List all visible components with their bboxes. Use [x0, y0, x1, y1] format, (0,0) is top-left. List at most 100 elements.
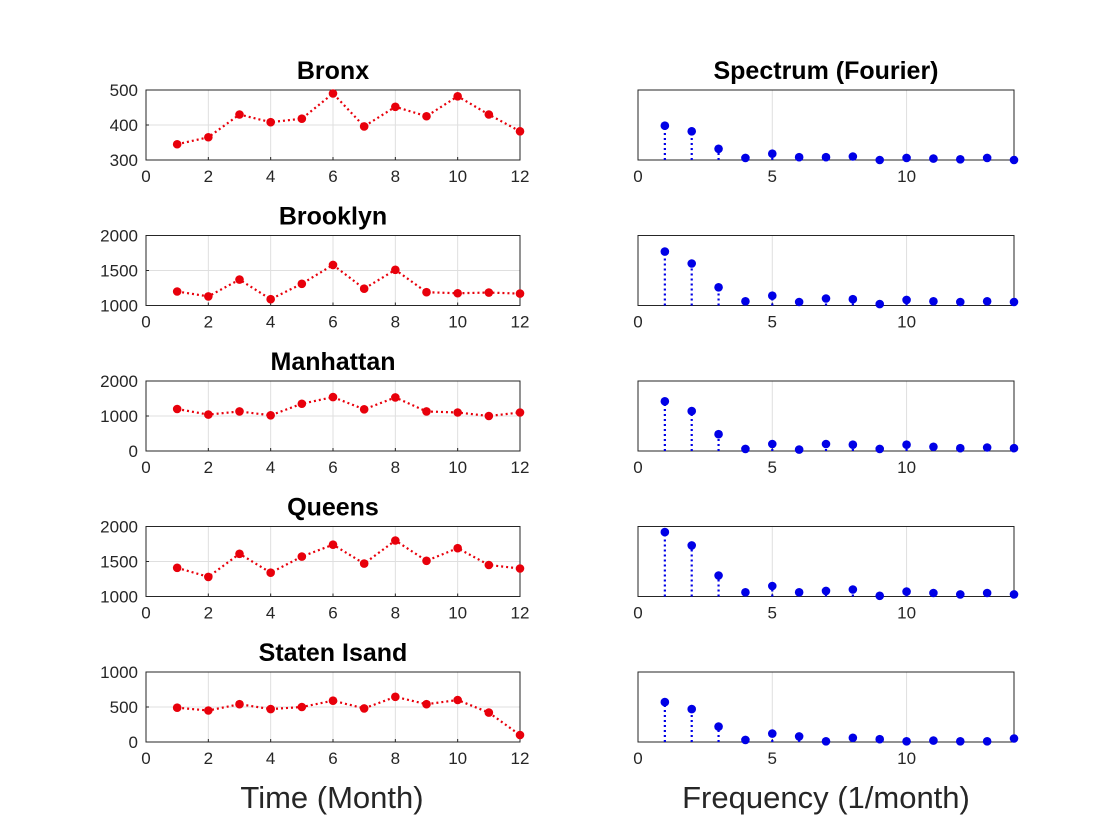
manhattan-title: Manhattan	[271, 348, 396, 376]
time-3-point	[172, 404, 182, 414]
spectrum-2-stem-point	[902, 295, 911, 305]
time-2-xtick-label: 12	[511, 313, 530, 332]
time-2-xtick-label: 6	[328, 313, 337, 332]
spectrum-4-stem-point	[1009, 590, 1019, 599]
time-3-point	[204, 410, 213, 419]
time-2-point	[359, 284, 369, 294]
time-1-point	[484, 110, 494, 119]
time-4-ytick-label: 1000	[100, 588, 138, 607]
spectrum-1-stem-point	[794, 152, 804, 162]
spectrum-1-stem-point	[687, 127, 697, 136]
time-2-ytick-label: 1500	[100, 262, 138, 281]
time-5-point	[266, 704, 275, 714]
time-5-point	[422, 699, 431, 709]
time-3-point	[484, 411, 494, 421]
time-1-xtick-label: 4	[266, 167, 275, 186]
spectrum-4-stem-point	[714, 571, 723, 580]
time-5-point	[328, 696, 338, 705]
spectrum-2-stem-point	[794, 297, 804, 307]
spectrum-2-stem-point	[1009, 297, 1019, 307]
spectrum-1-plot-area	[637, 89, 1015, 161]
spectrum-fourier-title: Spectrum (Fourier)	[713, 57, 938, 85]
spectrum-5-stem-point	[902, 737, 911, 746]
time-4-point	[297, 552, 307, 561]
spectrum-1-stem-point	[848, 152, 858, 161]
spectrum-4-stem-point	[767, 581, 777, 591]
time-3-point	[297, 399, 307, 409]
spectrum-4-stem-point	[687, 541, 697, 550]
spectrum-1-stem-point	[955, 155, 965, 164]
spectrum-4-stem-point	[794, 588, 804, 597]
spectrum-3-stem-point	[660, 397, 670, 406]
spectrum-2-stem-point	[687, 259, 697, 268]
time-1-ytick-label: 300	[110, 151, 138, 170]
time-3-point	[453, 408, 462, 417]
time-2-point	[484, 288, 494, 297]
spectrum-5-stem-point	[929, 736, 938, 745]
time-4-point	[172, 563, 182, 573]
time-1-series-line	[176, 92, 521, 146]
time-2-ytick-label: 1000	[100, 297, 138, 316]
spectrum-5-plot-area	[637, 671, 1015, 743]
time-2-series-line	[176, 263, 521, 301]
time-5-xtick-label: 2	[204, 749, 213, 768]
time-xlabel: Time (Month)	[240, 780, 423, 815]
spectrum-3-xtick-label: 0	[633, 458, 642, 477]
spectrum-1-stem-point	[741, 153, 750, 163]
spectrum-1-stem-point	[714, 144, 723, 154]
time-3-point	[266, 411, 275, 420]
time-5-xtick-label: 8	[391, 749, 400, 768]
spectrum-5-stem-point	[741, 735, 750, 745]
staten-isand-title: Staten Isand	[259, 639, 408, 667]
time-5-point	[297, 702, 307, 712]
spectrum-2-stem-point	[767, 291, 777, 301]
time-2-point	[391, 265, 400, 275]
spectrum-4-stem-point	[821, 586, 831, 596]
time-5-point	[204, 706, 213, 715]
time-1-point	[515, 127, 525, 136]
spectrum-5-stem-point	[848, 733, 858, 743]
time-2-xtick-label: 0	[141, 313, 150, 332]
spectrum-2-stem-point	[955, 297, 965, 307]
time-1-ytick-label: 400	[110, 116, 138, 135]
spectrum-4-stem-point	[982, 588, 992, 598]
spectrum-4-xtick-label: 5	[768, 604, 777, 623]
spectrum-5-stem-point	[982, 737, 992, 746]
time-1-point	[297, 114, 307, 123]
spectrum-5-stem-point	[1009, 734, 1019, 743]
spectrum-2-stem-point	[714, 283, 723, 292]
spectrum-3-stem-point	[714, 429, 723, 439]
time-3-xtick-label: 2	[204, 458, 213, 477]
time-3-point	[235, 407, 244, 416]
time-4-point	[391, 536, 400, 545]
time-1-xtick-label: 6	[328, 167, 337, 186]
time-4-xtick-label: 4	[266, 604, 275, 623]
spectrum-5-stem-point	[767, 729, 777, 738]
time-3-point	[515, 408, 525, 417]
frequency-xlabel: Frequency (1/month)	[682, 780, 970, 815]
spectrum-3-stem-point	[767, 439, 777, 449]
spectrum-1-stem-point	[660, 121, 670, 130]
spectrum-2-stem-point	[741, 297, 750, 306]
time-2-xtick-label: 4	[266, 313, 275, 332]
time-5-point	[515, 730, 525, 740]
time-4-point	[515, 564, 525, 573]
time-4-point	[328, 540, 338, 549]
spectrum-2-stem-point	[848, 294, 858, 304]
spectrum-3-stem-point	[794, 445, 804, 454]
spectrum-1-stem-point	[821, 152, 831, 162]
time-1-point	[359, 122, 369, 131]
spectrum-3-stem-point	[902, 440, 911, 450]
time-4-point	[453, 543, 462, 553]
time-4-point	[484, 560, 494, 570]
time-5-point	[484, 708, 494, 717]
spectrum-4-stem-point	[741, 588, 750, 597]
time-5-point	[453, 695, 462, 705]
spectrum-5-xtick-label: 0	[633, 749, 642, 768]
time-3-xtick-label: 0	[141, 458, 150, 477]
time-1-point	[266, 117, 275, 127]
spectrum-1-xtick-label: 0	[633, 167, 642, 186]
time-5-xtick-label: 0	[141, 749, 150, 768]
